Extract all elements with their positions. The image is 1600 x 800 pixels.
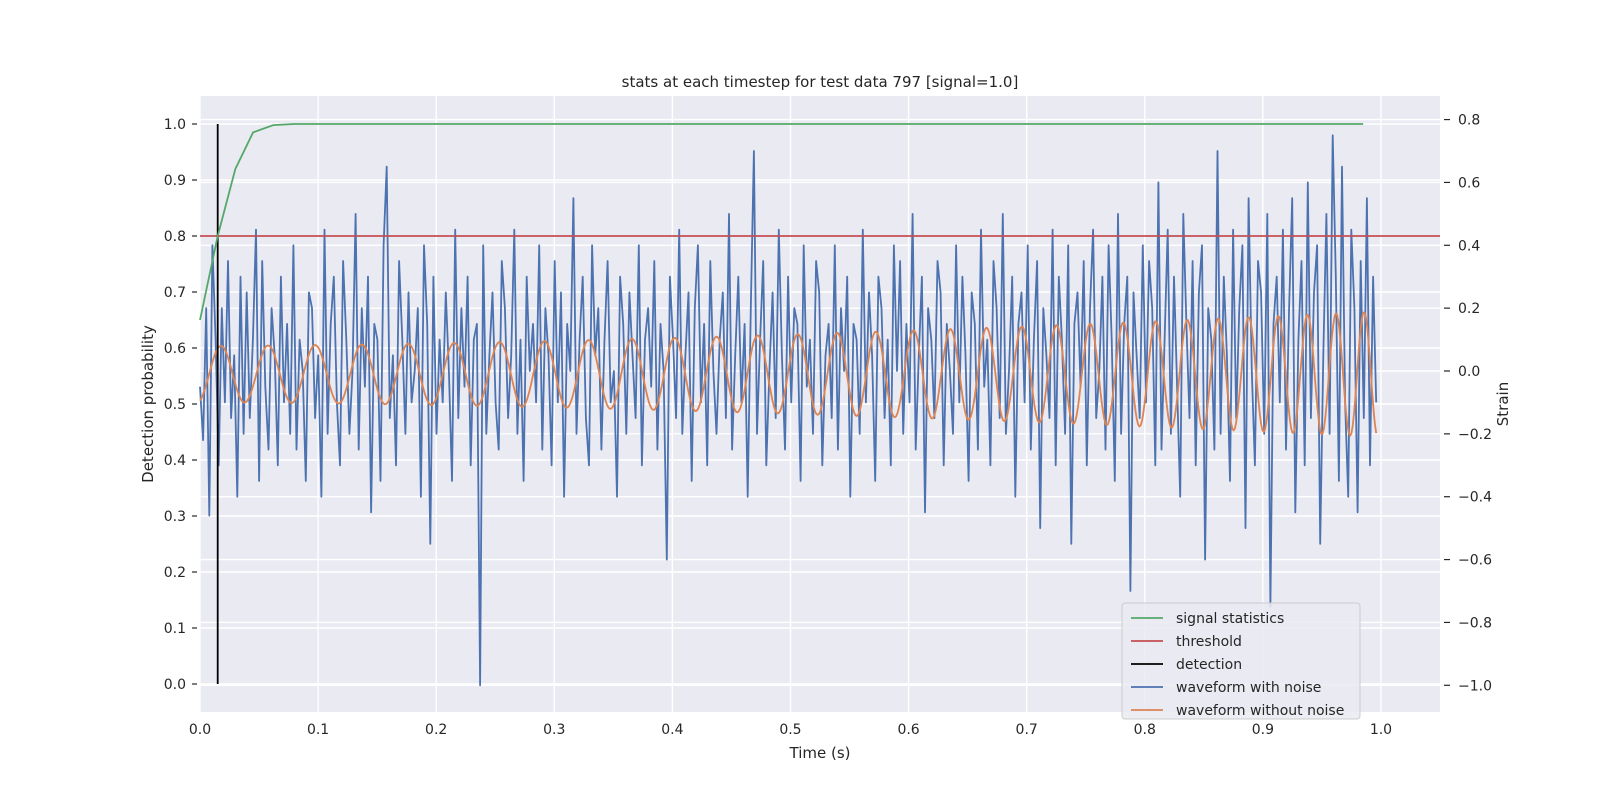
y-tick-label: 0.6	[164, 341, 186, 357]
y-tick-label: 0.1	[164, 621, 186, 637]
series-waveform-without-noise	[199, 311, 1378, 437]
x-axis-label: Time (s)	[789, 744, 851, 762]
y2-tick-label: 0.2	[1458, 301, 1480, 317]
legend: signal statistics threshold detection wavef…	[1121, 602, 1361, 720]
y2-tick-label: −0.8	[1458, 615, 1492, 631]
series-layer	[199, 123, 1440, 687]
tick-labels: 0.0 0.1 0.2 0.3 0.4 0.5 0.6 0.7 0.8 0.9 1.0 0.0 0.1 0…	[164, 113, 1492, 738]
y2-tick-label: 0.4	[1458, 238, 1480, 254]
x-tick-label: 0.8	[1134, 722, 1156, 738]
x-tick-label: 0.2	[425, 722, 447, 738]
y2-tick-label: 0.8	[1458, 113, 1480, 129]
y-tick-label: 0.7	[164, 285, 186, 301]
legend-box	[1121, 602, 1361, 720]
y2-tick-label: 0.6	[1458, 175, 1480, 191]
y-tick-label: 0.5	[164, 397, 186, 413]
x-tick-label: 0.1	[307, 722, 329, 738]
y-axis-label: Detection probability	[139, 325, 157, 483]
y-tick-label: 0.0	[164, 677, 186, 693]
y-tick-label: 1.0	[164, 117, 186, 133]
legend-entry: waveform without noise	[1176, 703, 1344, 719]
y2-tick-label: 0.0	[1458, 364, 1480, 380]
x-tick-label: 0.7	[1016, 722, 1038, 738]
y2-tick-label: −0.4	[1458, 490, 1492, 506]
legend-entry: threshold	[1176, 634, 1242, 650]
y2-axis-label: Strain	[1494, 382, 1512, 426]
y2-tick-label: −0.2	[1458, 427, 1492, 443]
legend-entry: signal statistics	[1176, 611, 1284, 627]
x-tick-label: 1.0	[1370, 722, 1392, 738]
legend-entry: waveform with noise	[1176, 680, 1321, 696]
y2-tick-label: −1.0	[1458, 678, 1492, 694]
y-tick-label: 0.3	[164, 509, 186, 525]
y-tick-label: 0.8	[164, 229, 186, 245]
x-tick-label: 0.5	[779, 722, 801, 738]
series-waveform-with-noise	[199, 134, 1378, 687]
y-tick-label: 0.4	[164, 453, 186, 469]
series-signal-statistics	[199, 123, 1364, 321]
x-tick-label: 0.4	[661, 722, 683, 738]
x-tick-label: 0.3	[543, 722, 565, 738]
x-tick-label: 0.9	[1252, 722, 1274, 738]
chart-title: stats at each timestep for test data 797…	[622, 73, 1019, 91]
x-tick-label: 0.6	[897, 722, 919, 738]
y2-tick-label: −0.6	[1458, 553, 1492, 569]
legend-entry: detection	[1176, 657, 1242, 673]
y-tick-label: 0.9	[164, 173, 186, 189]
x-tick-label: 0.0	[189, 722, 211, 738]
y-tick-label: 0.2	[164, 565, 186, 581]
